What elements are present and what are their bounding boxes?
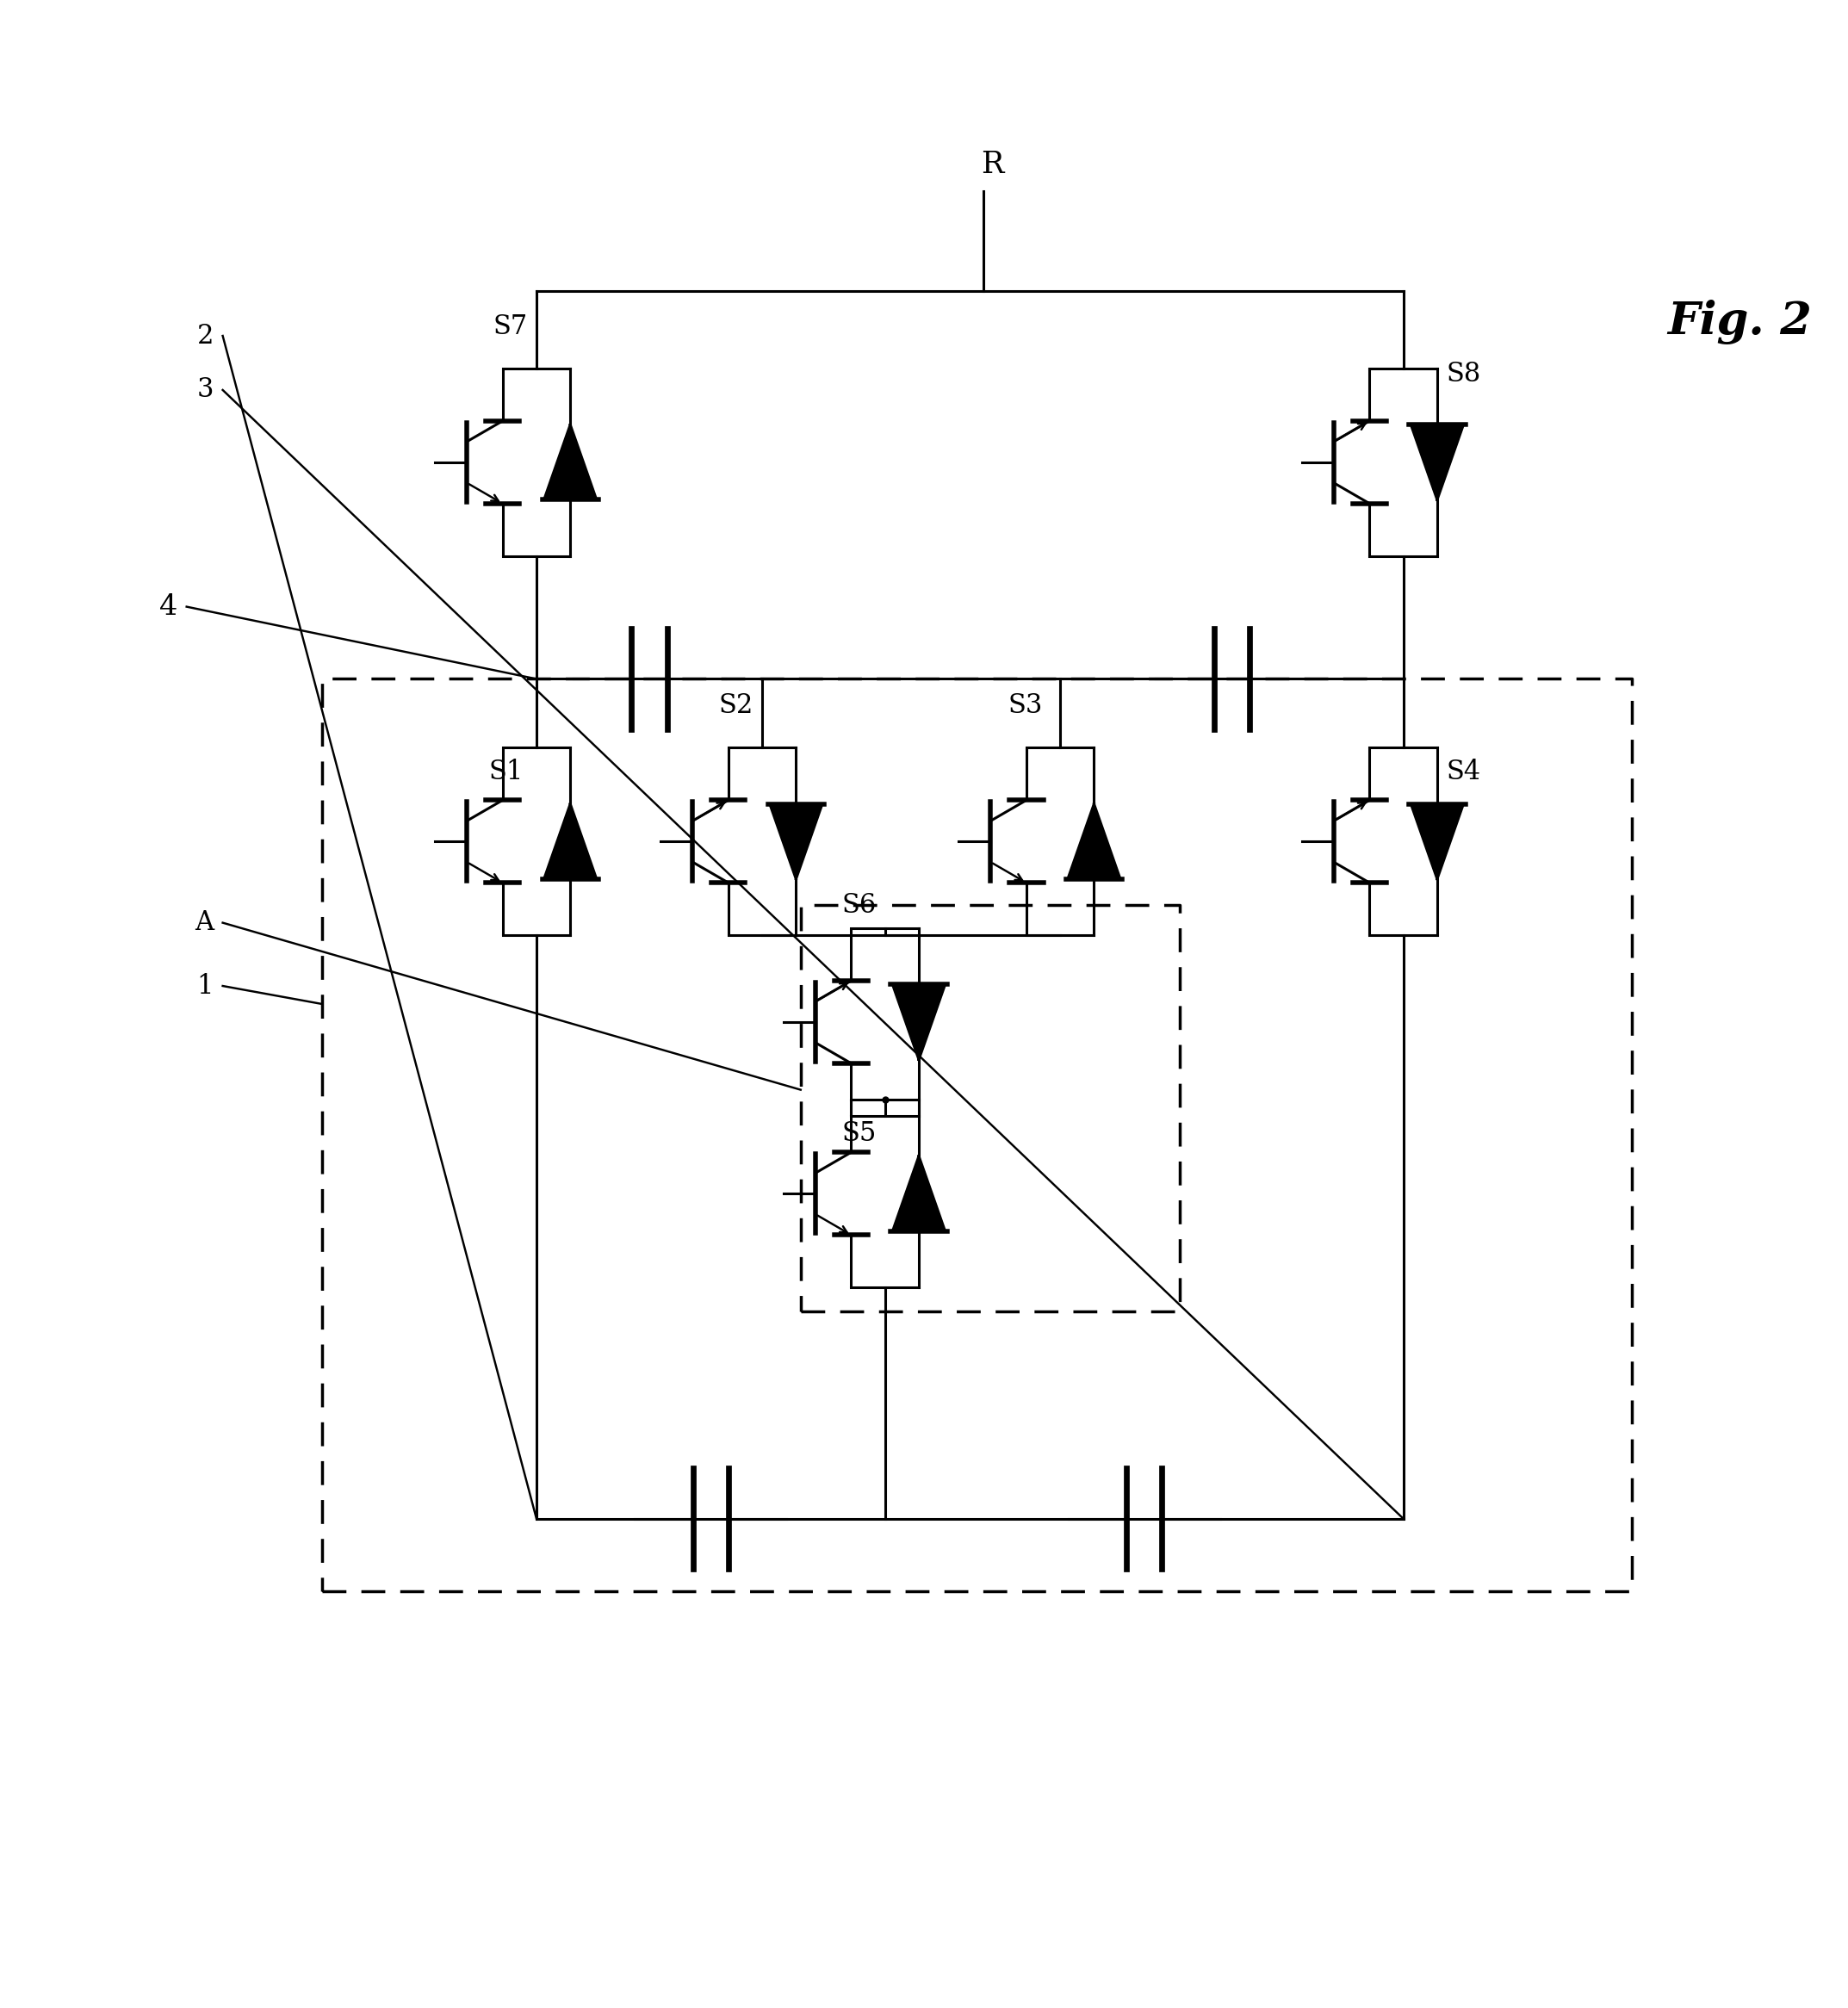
- Text: R: R: [981, 149, 1003, 179]
- Polygon shape: [771, 803, 822, 880]
- Text: S3: S3: [1007, 693, 1042, 719]
- Polygon shape: [893, 1157, 944, 1231]
- Polygon shape: [893, 984, 944, 1060]
- Text: S4: S4: [1447, 759, 1480, 785]
- Text: S8: S8: [1447, 359, 1480, 388]
- Polygon shape: [543, 803, 597, 880]
- Polygon shape: [1068, 803, 1120, 880]
- Text: 2: 2: [198, 323, 214, 349]
- Text: S7: S7: [493, 313, 529, 339]
- Polygon shape: [543, 424, 597, 500]
- Text: 1: 1: [198, 972, 214, 1000]
- Text: S6: S6: [843, 892, 876, 920]
- Text: 3: 3: [198, 378, 214, 404]
- Text: S1: S1: [488, 759, 523, 785]
- Text: S5: S5: [843, 1120, 876, 1147]
- Text: Fig. 2: Fig. 2: [1667, 299, 1813, 345]
- Polygon shape: [1410, 424, 1464, 500]
- Text: S2: S2: [719, 693, 754, 719]
- Polygon shape: [1410, 803, 1464, 880]
- Text: A: A: [194, 910, 214, 936]
- Text: 4: 4: [159, 592, 177, 620]
